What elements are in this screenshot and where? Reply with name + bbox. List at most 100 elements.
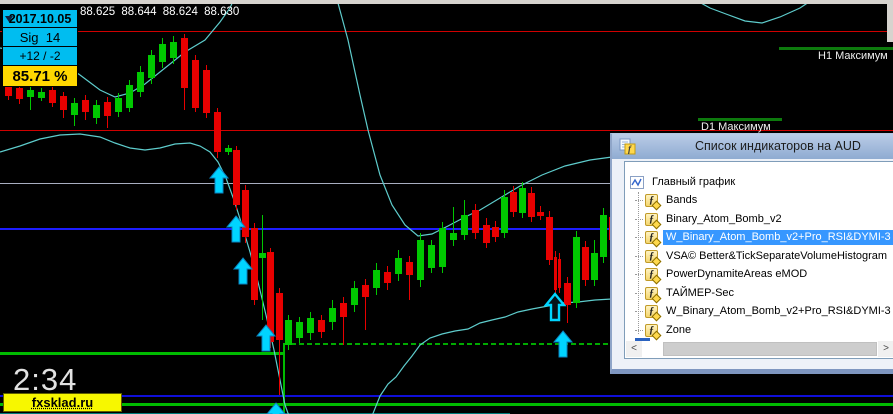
- candle-body: [82, 100, 89, 112]
- list-item-indicator[interactable]: ƒ Binary_Atom_Bomb_v2: [625, 210, 893, 229]
- candle-body: [582, 247, 589, 280]
- candle-body: [251, 228, 258, 300]
- dialog-title: Список индикаторов на AUD: [695, 139, 861, 153]
- list-item-main-chart[interactable]: Главный график: [625, 173, 893, 192]
- list-item-indicator[interactable]: ƒ VSA© Better&TickSeparateVolumeHistogram: [625, 247, 893, 266]
- candle-body: [170, 42, 177, 58]
- signal-up-arrow-icon: [552, 330, 574, 358]
- candle-body: [104, 102, 111, 116]
- fx-icon: ƒ: [645, 305, 658, 319]
- candle-body: [203, 70, 210, 113]
- candle-body: [225, 148, 232, 152]
- list-item-indicator[interactable]: ƒ ТАЙМЕР-Sec: [625, 284, 893, 303]
- candle-body: [296, 322, 303, 338]
- indicators-list-icon: f: [619, 138, 636, 155]
- candle-body: [395, 258, 402, 274]
- candle-body: [214, 112, 221, 152]
- signal-up-arrow-icon: [543, 292, 567, 322]
- candle-body: [16, 88, 23, 99]
- fx-icon: ƒ: [645, 286, 658, 300]
- level-label: D1 Максимум: [701, 121, 771, 133]
- level-label: H1 Максимум: [818, 50, 888, 62]
- bollinger-band: [694, 0, 814, 24]
- candle-body: [406, 262, 413, 275]
- candle-body: [38, 92, 45, 98]
- candle-body: [537, 212, 544, 216]
- horizontal-level-line: [0, 352, 283, 355]
- scrollbar-thumb[interactable]: [663, 342, 877, 356]
- dialog-title-bar[interactable]: f Список индикаторов на AUD: [612, 134, 893, 159]
- indicator-label: Binary_Atom_Bomb_v2: [666, 212, 782, 225]
- vertical-level-line: [283, 343, 285, 414]
- candle-body: [259, 253, 266, 258]
- horizontal-level-line: [0, 183, 617, 184]
- horizontal-level-line: [0, 403, 893, 406]
- candle-body: [115, 98, 122, 112]
- fx-icon: ƒ: [645, 212, 658, 226]
- list-item-indicator[interactable]: ƒ W_Binary_Atom_Bomb_v2+Pro_RSI&DYMI-3: [625, 229, 893, 248]
- candle-body: [329, 308, 336, 322]
- list-item-indicator[interactable]: ƒ W_Binary_Atom_Bomb_v2+Pro_RSI&DYMI-3: [625, 303, 893, 322]
- candle-body: [126, 85, 133, 108]
- tree-marker: [635, 338, 650, 341]
- indicator-label: Zone: [666, 323, 692, 336]
- candle-body: [439, 228, 446, 267]
- svg-text:f: f: [628, 144, 632, 154]
- fx-icon: ƒ: [645, 323, 658, 337]
- tree-stub: [635, 255, 643, 257]
- tree-stub: [635, 274, 643, 276]
- candle-body: [159, 44, 166, 62]
- level-segment: [698, 118, 782, 121]
- bollinger-band: [336, 0, 613, 237]
- candle-body: [528, 193, 535, 217]
- horizontal-level-line: [0, 395, 893, 397]
- candle-body: [192, 60, 199, 108]
- candle-body: [519, 188, 526, 213]
- tree-guide-line: [638, 192, 639, 334]
- candle-body: [510, 192, 517, 212]
- indicators-list: Главный график ƒ Bands ƒ Binary_Atom_Bomb_v2…: [625, 162, 893, 340]
- bollinger-band: [372, 298, 613, 414]
- bollinger-band: [0, 133, 289, 414]
- scroll-right-icon[interactable]: >: [878, 341, 893, 357]
- list-item-indicator[interactable]: ƒ Bands: [625, 192, 893, 211]
- indicator-label: W_Binary_Atom_Bomb_v2+Pro_RSI&DYMI-3: [663, 230, 893, 246]
- horizontal-level-line: [0, 31, 893, 32]
- list-item-indicator[interactable]: ƒ Zone: [625, 321, 893, 340]
- window-top-border: [0, 0, 893, 4]
- candle-body: [49, 90, 56, 103]
- candle-body: [71, 103, 78, 115]
- tree-stub: [635, 218, 643, 220]
- candle-body: [472, 210, 479, 233]
- candle-body: [554, 257, 557, 290]
- tree-stub: [635, 200, 643, 202]
- list-item-indicator[interactable]: ƒ PowerDynamiteAreas eMOD: [625, 266, 893, 285]
- candle-body: [546, 217, 553, 260]
- horizontal-level-line: [283, 343, 617, 345]
- watermark-label: fxsklad.ru: [3, 393, 122, 412]
- indicator-label: PowerDynamiteAreas eMOD: [666, 268, 808, 281]
- signal-score: +12 / -2: [3, 47, 77, 66]
- signal-up-arrow-icon: [232, 257, 254, 285]
- signal-winrate: 85.71 %: [3, 66, 77, 86]
- signal-up-arrow-icon: [208, 166, 230, 194]
- candle-body: [417, 240, 424, 280]
- signal-info-panel: 2017.10.05 Sig 14 +12 / -2 85.71 %: [2, 9, 78, 87]
- signal-id: Sig 14: [3, 28, 77, 47]
- candle-body: [351, 288, 358, 305]
- candle-body: [573, 237, 580, 303]
- candle-body: [362, 285, 369, 297]
- candle-body: [450, 233, 457, 240]
- horizontal-scrollbar[interactable]: < >: [626, 341, 893, 357]
- signal-date-row[interactable]: 2017.10.05: [3, 10, 77, 28]
- scroll-left-icon[interactable]: <: [626, 341, 642, 357]
- signal-date: 2017.10.05: [8, 11, 72, 26]
- fx-icon: ƒ: [645, 249, 658, 263]
- candle-body: [137, 72, 144, 92]
- candle-body: [591, 253, 598, 280]
- fx-icon: ƒ: [645, 194, 658, 208]
- candle-body: [558, 259, 561, 288]
- candle-body: [384, 272, 391, 283]
- candle-body: [148, 55, 155, 78]
